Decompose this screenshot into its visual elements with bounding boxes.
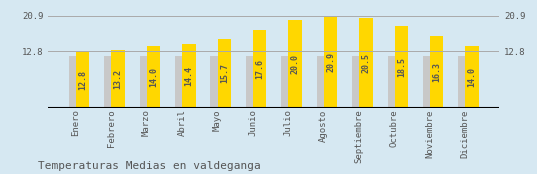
Bar [281,56,295,108]
Text: 18.5: 18.5 [397,57,406,77]
Bar [459,56,472,108]
Bar [395,26,408,108]
Bar [104,56,118,108]
Bar [423,56,437,108]
Bar [69,56,82,108]
Bar [288,20,302,108]
Bar [217,39,231,108]
Bar [388,56,401,108]
Bar [147,46,160,108]
Bar [175,56,188,108]
Bar [211,56,224,108]
Text: 15.7: 15.7 [220,63,229,83]
Bar [352,56,366,108]
Text: 14.0: 14.0 [468,67,477,87]
Bar [253,30,266,108]
Bar [182,44,195,108]
Bar [324,16,337,108]
Bar [466,46,479,108]
Bar [140,56,153,108]
Bar [246,56,259,108]
Bar [317,56,330,108]
Bar [76,52,89,108]
Text: 17.6: 17.6 [255,59,264,79]
Text: 14.0: 14.0 [149,67,158,87]
Bar [359,18,373,108]
Text: 20.9: 20.9 [326,52,335,72]
Text: 20.0: 20.0 [291,54,300,74]
Text: 20.5: 20.5 [361,53,371,73]
Bar [111,50,125,108]
Text: 12.8: 12.8 [78,70,87,90]
Text: Temperaturas Medias en valdeganga: Temperaturas Medias en valdeganga [38,161,260,171]
Bar [430,36,444,108]
Text: 16.3: 16.3 [432,62,441,82]
Text: 14.4: 14.4 [184,66,193,86]
Text: 13.2: 13.2 [113,69,122,89]
